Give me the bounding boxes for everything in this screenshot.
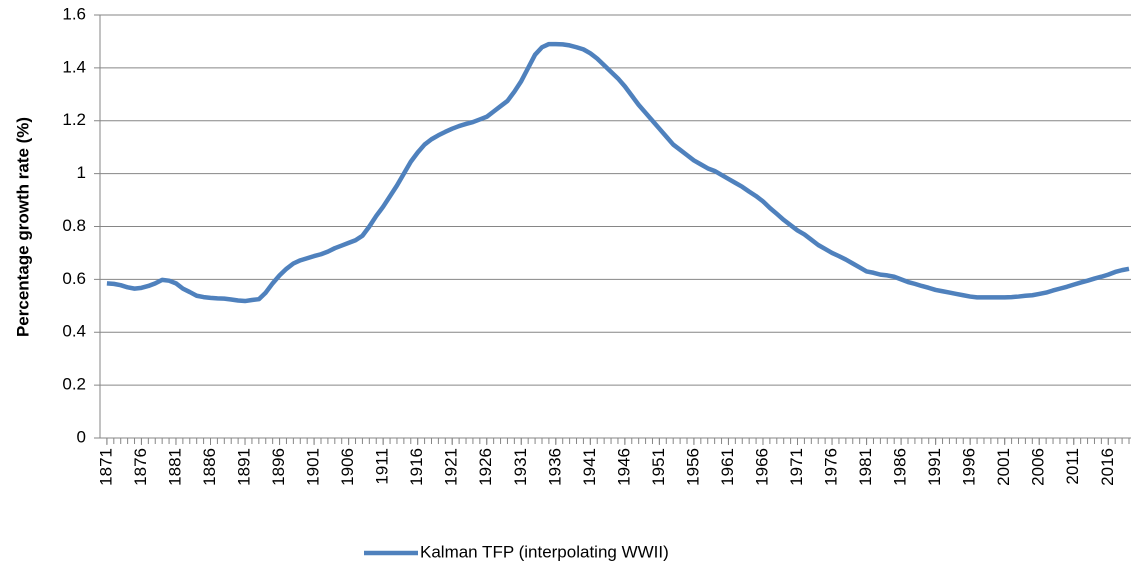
y-tick-label: 0 [77, 427, 86, 446]
x-tick-label: 1881 [165, 448, 184, 486]
x-tick-label: 1981 [856, 448, 875, 486]
x-tick-label: 1876 [131, 448, 150, 486]
x-tick-label: 1911 [373, 448, 392, 485]
x-tick-label: 1971 [787, 448, 806, 486]
y-tick-label: 0.6 [62, 269, 86, 288]
y-axis-label: Percentage growth rate (%) [13, 117, 32, 337]
data-line [106, 41, 1130, 304]
x-tick-label: 2011 [1063, 448, 1082, 485]
x-tick-label: 1901 [304, 448, 323, 486]
y-tick-label: 1.4 [62, 57, 86, 76]
x-tick-label: 1996 [960, 448, 979, 486]
x-tick-label: 2006 [1029, 448, 1048, 486]
x-tick-label: 1906 [338, 448, 357, 486]
y-tick-label: 1.6 [62, 4, 86, 23]
x-tick-label: 1991 [925, 448, 944, 486]
legend-label: Kalman TFP (interpolating WWII) [420, 542, 669, 561]
y-tick-label: 0.8 [62, 216, 86, 235]
x-tick-label: 1891 [235, 448, 254, 486]
x-tick-label: 1896 [269, 448, 288, 486]
x-tick-label: 1931 [511, 448, 530, 486]
x-tick-label: 2001 [994, 448, 1013, 486]
x-tick-label: 1921 [442, 448, 461, 486]
x-tick-label: 1976 [822, 448, 841, 486]
x-tick-label: 1886 [200, 448, 219, 486]
x-tick-label: 2016 [1098, 448, 1117, 486]
x-tick-label: 1951 [649, 448, 668, 486]
x-tick-label: 1926 [476, 448, 495, 486]
y-tick-label: 1 [77, 163, 86, 182]
x-tick-label: 1946 [614, 448, 633, 486]
x-tick-label: 1986 [891, 448, 910, 486]
x-tick-label: 1956 [683, 448, 702, 486]
x-tick-label: 1871 [96, 448, 115, 486]
x-tick-label: 1916 [407, 448, 426, 486]
y-tick-label: 1.2 [62, 110, 86, 129]
x-tick-label: 1966 [752, 448, 771, 486]
y-tick-label: 0.4 [62, 322, 86, 341]
x-tick-label: 1941 [580, 448, 599, 486]
x-tick-label: 1961 [718, 448, 737, 486]
x-tick-label: 1936 [545, 448, 564, 486]
y-tick-label: 0.2 [62, 375, 86, 394]
